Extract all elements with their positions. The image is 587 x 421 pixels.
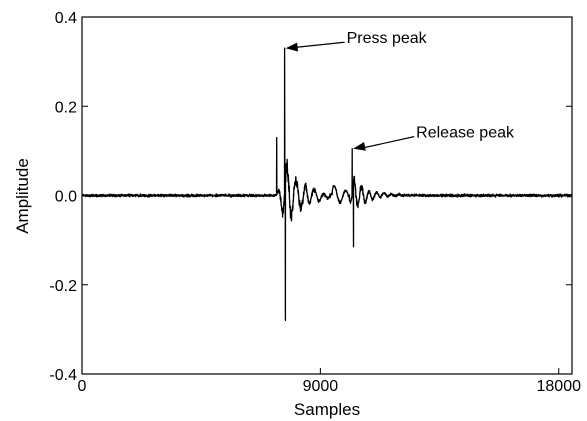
y-tick-label: 0.4 (55, 10, 77, 27)
peak-arrow-line (296, 41, 345, 48)
peak-annotation-label: Release peak (416, 125, 515, 142)
annotation-layer: Press peak Release peak (285, 30, 515, 151)
peak-arrow-head (285, 42, 299, 52)
x-axis-title: Samples (294, 400, 360, 419)
peak-arrow-line (364, 136, 415, 149)
y-tick-label: -0.4 (49, 367, 77, 384)
x-tick-label: 9000 (303, 378, 339, 395)
x-tick-label: 0 (78, 378, 87, 395)
peak-arrow-head (353, 141, 366, 151)
y-tick-label: 0.2 (55, 99, 77, 116)
signal-trace (81, 47, 573, 322)
y-axis-title: Amplitude (13, 158, 32, 234)
peak-annotation-label: Press peak (347, 30, 428, 47)
y-tick-label: -0.2 (49, 278, 77, 295)
signal-layer (81, 47, 573, 322)
tick-layer: 0 9000 18000 0.4 0.2 0.0 -0.2 -0.4 (49, 10, 581, 395)
y-tick-label: 0.0 (55, 189, 77, 206)
x-tick-label: 18000 (537, 378, 582, 395)
